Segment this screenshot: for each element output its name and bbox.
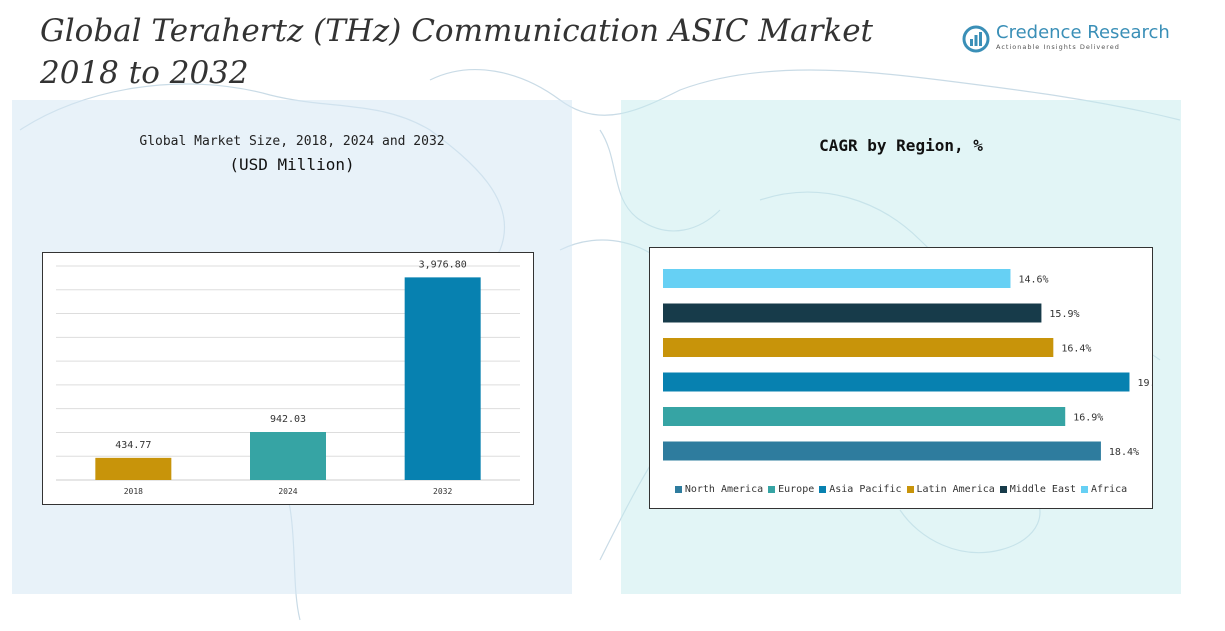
bar-africa	[663, 269, 1011, 288]
legend-label: Latin America	[916, 484, 995, 495]
bar-north-america	[663, 441, 1101, 461]
market-size-subtitle: Global Market Size, 2018, 2024 and 2032	[139, 134, 445, 149]
bar-2018	[95, 457, 172, 480]
market-size-chart: 434.77 2018 942.03 2024 3,976.80 2032	[42, 252, 534, 505]
bar-2032	[404, 277, 481, 480]
x-tick-label: 2018	[124, 487, 143, 496]
legend-item: North America	[674, 484, 764, 495]
logo: Credence Research Actionable Insights De…	[962, 22, 1170, 58]
legend-item: Middle East	[999, 484, 1077, 495]
logo-tagline: Actionable Insights Delivered	[996, 43, 1120, 51]
x-tick-label: 2024	[278, 487, 297, 496]
cagr-legend: North America Europe Asia Pacific Latin Ame…	[650, 484, 1152, 495]
logo-name: Credence Research	[996, 22, 1170, 43]
legend-label: Africa	[1091, 484, 1128, 495]
cagr-chart: 18.4% 16.9% 19.6% 16.4% 15.9% 14.6%	[649, 247, 1153, 509]
cagr-title: CAGR by Region, %	[819, 136, 983, 155]
legend-item: Latin America	[906, 484, 995, 495]
legend-swatch	[906, 486, 914, 493]
legend-item: Africa	[1081, 484, 1127, 495]
bar-value-label: 18.4%	[1109, 447, 1139, 458]
bar-value-label: 3,976.80	[419, 259, 467, 270]
legend-item: Europe	[768, 484, 814, 495]
legend-swatch	[674, 486, 682, 493]
bar-middle-east	[663, 303, 1042, 323]
bar-asia-pacific	[663, 372, 1130, 392]
bar-2024	[250, 432, 326, 480]
bar-latin-america	[663, 338, 1054, 357]
legend-label: Middle East	[1009, 484, 1077, 495]
legend-label: Asia Pacific	[829, 484, 902, 495]
page-title: Global Terahertz (THz) Communication ASI…	[40, 10, 920, 94]
legend-label: North America	[684, 484, 764, 495]
legend-swatch	[819, 486, 827, 493]
bar-value-label: 19.6%	[1137, 378, 1153, 389]
bar-value-label: 15.9%	[1049, 309, 1079, 320]
legend-swatch	[1081, 486, 1089, 493]
legend-swatch	[999, 486, 1007, 493]
bar-value-label: 14.6%	[1018, 275, 1048, 286]
legend-swatch	[768, 486, 776, 493]
legend-item: Asia Pacific	[819, 484, 902, 495]
bar-europe	[663, 407, 1066, 426]
bar-value-label: 16.4%	[1061, 344, 1091, 355]
market-size-unit: (USD Million)	[229, 155, 355, 174]
title-line-1: Global Terahertz (THz) Communication ASI…	[40, 13, 874, 49]
legend-label: Europe	[778, 484, 815, 495]
bar-value-label: 942.03	[270, 414, 306, 425]
title-line-2: 2018 to 2032	[40, 55, 249, 91]
bar-value-label: 16.9%	[1073, 413, 1103, 424]
bar-value-label: 434.77	[115, 440, 151, 451]
x-tick-label: 2032	[433, 487, 452, 496]
logo-icon	[962, 25, 990, 53]
